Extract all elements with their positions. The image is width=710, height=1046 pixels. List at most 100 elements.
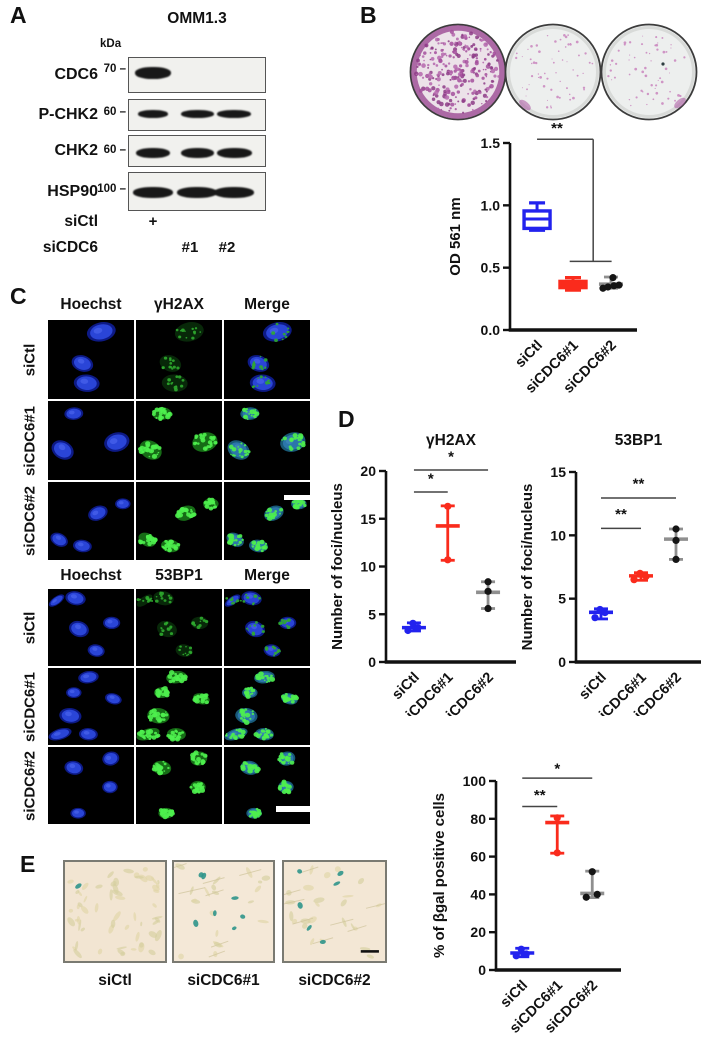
chart-colony-od: 0.0 0.5 1.0 1.5 OD 561 nm siCtl siCDC6#1 siCDC6… [430, 120, 710, 412]
micrograph-γH2AX-siCDC6#1 [136, 401, 222, 480]
blot-condition-value: #1 [181, 239, 199, 256]
scale-bar [276, 806, 310, 812]
bgal-image-label: siCDC6#2 [298, 972, 371, 989]
series-siCDC6#2 [598, 274, 623, 292]
blot-marker-label: 100 – [97, 183, 126, 195]
svg-text:53BP1: 53BP1 [615, 432, 663, 449]
bgal-image-siCDC6#2 [277, 860, 391, 963]
svg-text:80: 80 [470, 811, 486, 827]
svg-text:0: 0 [558, 654, 566, 670]
series-siCDC6#1 [558, 276, 588, 292]
panel-e-letter: E [20, 851, 36, 877]
if-column-header-53BP1: 53BP1 [155, 567, 203, 584]
colony-dishes-svg [409, 23, 698, 121]
blot-cell-line-title: OMM1.3 [167, 10, 227, 27]
svg-text:0.5: 0.5 [481, 260, 501, 276]
blot-band-CHK2-lane3 [216, 148, 252, 158]
immunofluorescence-panel: Hoechst γH2AX Merge siCtl siCDC6#1 siCDC6#2 Ho… [0, 283, 340, 828]
bgal-image-siCDC6#1 [167, 860, 275, 963]
micrograph-Hoechst-siCDC6#1 [48, 668, 134, 745]
micrograph-53BP1-siCDC6#2 [136, 747, 222, 824]
bgal-image-label: siCDC6#1 [187, 972, 260, 989]
svg-text:*: * [448, 448, 454, 465]
panel-b-letter: B [360, 2, 377, 28]
micrograph-Hoechst-siCDC6#1 [48, 401, 134, 480]
if-column-header-Merge: Merge [244, 296, 290, 313]
blot-marker-label: 60 – [103, 144, 126, 156]
svg-text:**: ** [534, 787, 546, 804]
svg-text:0: 0 [478, 962, 486, 978]
svg-text:**: ** [633, 475, 645, 492]
micrograph-Merge-siCtl [224, 589, 310, 666]
blot-marker-label: 70 – [103, 63, 126, 75]
micrograph-Merge-siCDC6#2 [224, 747, 310, 824]
svg-text:**: ** [551, 120, 563, 137]
svg-text:40: 40 [470, 886, 486, 902]
micrograph-Hoechst-siCtl [48, 320, 134, 399]
micrograph-53BP1-siCDC6#1 [136, 668, 222, 745]
svg-text:5: 5 [368, 606, 376, 622]
chart-53bp1-foci: 0 5 10 15 Number of foci/nucleus 53BP1 siCtl si… [519, 424, 710, 729]
svg-text:**: ** [615, 506, 627, 523]
chart-gh2ax-foci: 0 5 10 15 20 Number of foci/nucleus γH2AX siCtl… [329, 424, 538, 729]
blot-band-CDC6-lane1 [135, 67, 171, 79]
if-row-label-siCtl: siCtl [21, 611, 39, 644]
panel-a-letter: A [10, 2, 27, 28]
micrograph-Merge-siCDC6#1 [224, 401, 310, 480]
if-column-header-Merge: Merge [244, 567, 290, 584]
series-siCtl [522, 201, 552, 232]
blot-marker-label: 60 – [103, 106, 126, 118]
blot-band-CHK2-lane1 [136, 148, 170, 158]
blot-band-P-CHK2-lane1 [138, 110, 168, 118]
blot-band-P-CHK2-lane3 [217, 110, 251, 118]
svg-text:15: 15 [360, 511, 376, 527]
svg-text:*: * [554, 760, 560, 777]
blot-band-HSP90-lane1 [133, 187, 173, 198]
bgal-image-siCtl [63, 860, 167, 963]
svg-text:OD 561 nm: OD 561 nm [447, 197, 464, 275]
blot-band-CHK2-lane2 [180, 148, 214, 158]
svg-text:5: 5 [558, 591, 566, 607]
blot-strip-CDC6 [128, 57, 266, 93]
dish-siCDC6#1 [504, 23, 602, 121]
svg-text:10: 10 [360, 559, 376, 575]
blot-protein-label: P-CHK2 [38, 106, 98, 123]
senescence-images-panel: siCtl siCDC6#1 siCDC6#2 [0, 855, 400, 995]
blot-band-HSP90-lane2 [177, 187, 217, 198]
svg-text:15: 15 [550, 464, 566, 480]
svg-text:1.0: 1.0 [481, 197, 501, 213]
svg-text:Number of foci/nucleus: Number of foci/nucleus [520, 484, 536, 651]
blot-protein-label: CHK2 [54, 142, 98, 159]
if-row-label-siCtl: siCtl [21, 343, 39, 376]
series-siCtl [589, 605, 613, 622]
micrograph-γH2AX-siCtl [136, 320, 222, 399]
blot-condition-label: siCDC6 [42, 239, 98, 256]
series-siCtl [510, 945, 535, 960]
dish-siCDC6#2 [600, 23, 698, 121]
svg-text:siCtl: siCtl [576, 670, 610, 704]
panel-d-letter: D [338, 406, 355, 432]
if-row-label-siCDC6#1: siCDC6#1 [21, 405, 39, 476]
chart-bgal-positive: 0 20 40 60 80 100% of βgal positive cells siCt… [428, 750, 710, 1046]
blot-condition-label: siCtl [64, 213, 98, 230]
blot-protein-label: HSP90 [47, 182, 98, 200]
micrograph-Hoechst-siCDC6#2 [48, 747, 134, 824]
micrograph-Merge-siCtl [224, 320, 310, 399]
micrograph-γH2AX-siCDC6#2 [136, 482, 222, 560]
svg-text:γH2AX: γH2AX [426, 432, 477, 449]
colony-dish-images [408, 22, 704, 122]
svg-text:100: 100 [463, 773, 487, 789]
svg-text:20: 20 [360, 463, 376, 479]
panel-c-letter: C [10, 283, 27, 309]
blot-strip-CHK2 [128, 135, 266, 167]
svg-text:10: 10 [550, 527, 566, 543]
dish-siCtl [409, 23, 507, 121]
series-siCtl [401, 619, 426, 635]
if-row-label-siCDC6#2: siCDC6#2 [21, 485, 39, 557]
micrograph-Merge-siCDC6#2 [224, 482, 310, 560]
svg-text:60: 60 [470, 849, 486, 865]
svg-text:% of βgal positive cells: % of βgal positive cells [431, 793, 448, 958]
svg-text:1.5: 1.5 [481, 135, 501, 151]
if-column-header-γH2AX: γH2AX [154, 296, 204, 313]
